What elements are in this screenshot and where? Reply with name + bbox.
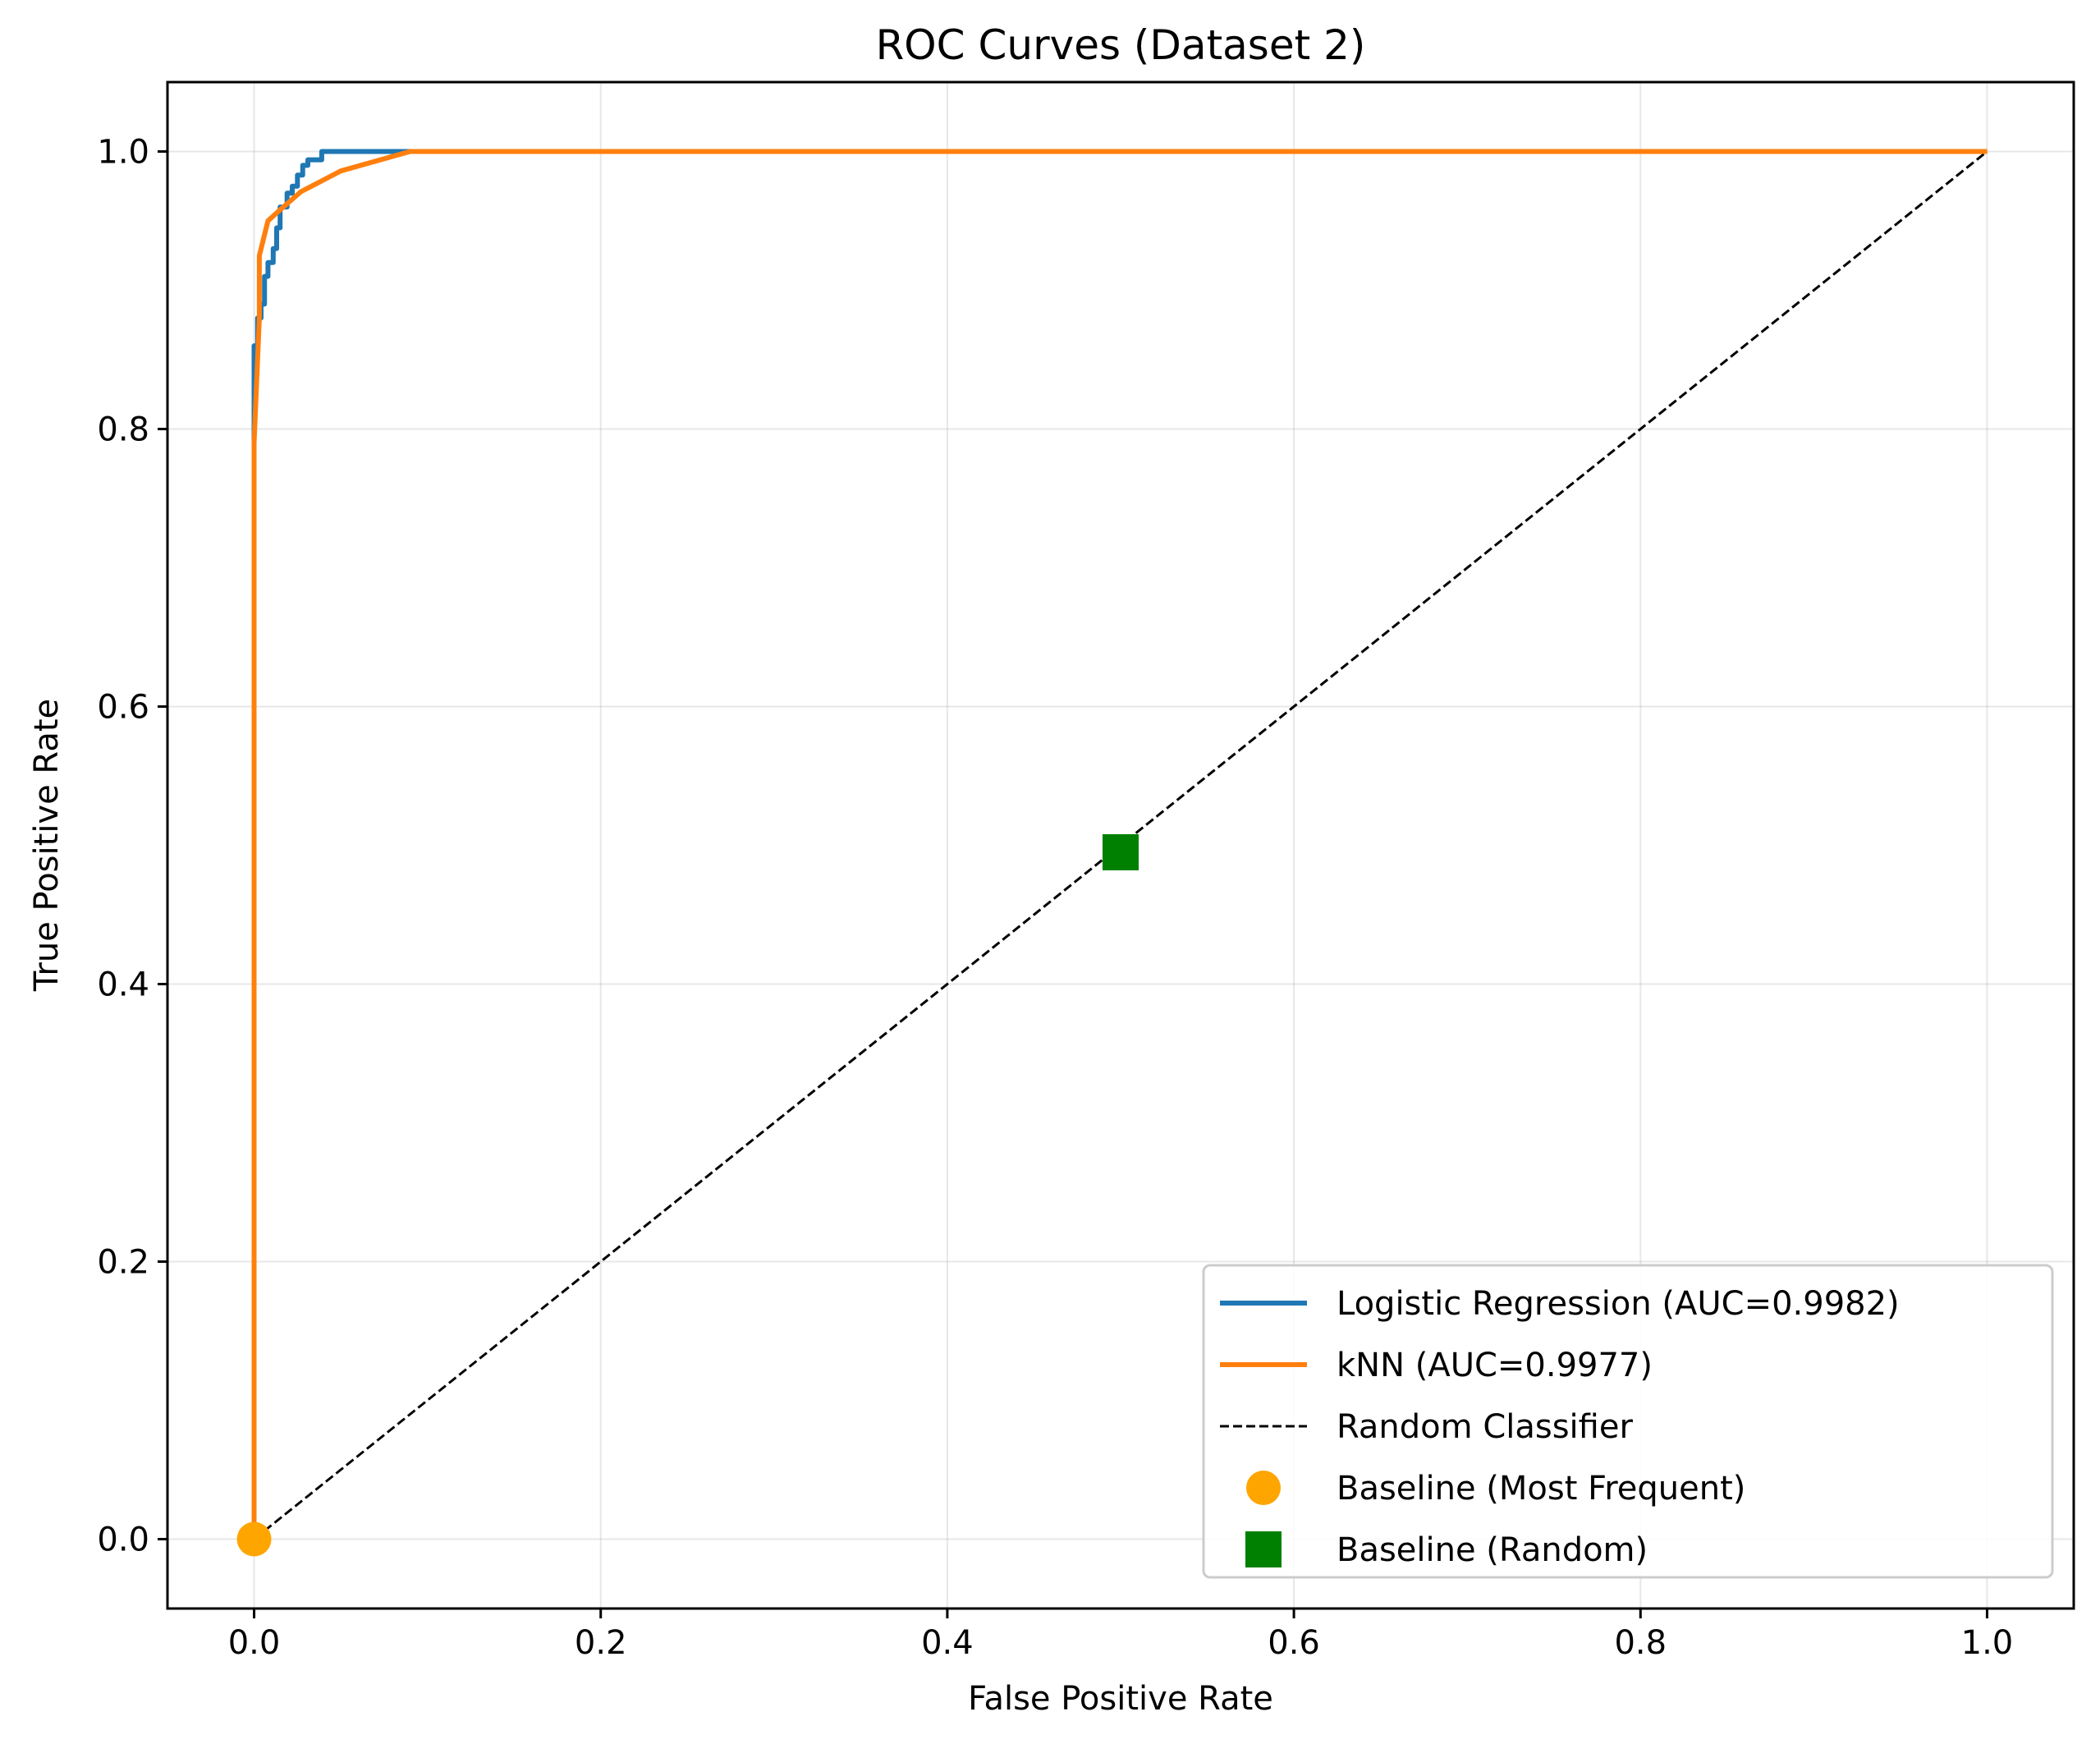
x-tick-label: 1.0	[1961, 1624, 2014, 1662]
y-tick-label: 0.2	[97, 1244, 149, 1282]
series-line-1	[251, 149, 1988, 1540]
x-tick-label: 0.2	[575, 1624, 627, 1662]
legend-label-3: Baseline (Most Frequent)	[1337, 1470, 1745, 1508]
plot-series	[236, 149, 1988, 1557]
baseline-most-frequent-marker	[236, 1521, 272, 1557]
chart-title: ROC Curves (Dataset 2)	[876, 21, 1366, 69]
x-tick-label: 0.4	[921, 1624, 974, 1662]
x-tick-label: 0.6	[1268, 1624, 1320, 1662]
y-tick-label: 0.6	[97, 689, 149, 727]
y-tick-label: 1.0	[97, 134, 149, 172]
legend-swatch-4	[1245, 1531, 1282, 1567]
legend-label-4: Baseline (Random)	[1337, 1531, 1648, 1569]
legend-box	[1202, 1264, 2054, 1579]
legend-label-2: Random Classifier	[1337, 1408, 1633, 1446]
y-tick-label: 0.0	[97, 1521, 149, 1559]
x-tick-label: 0.8	[1614, 1624, 1667, 1662]
legend-label-1: kNN (AUC=0.9977)	[1337, 1347, 1653, 1384]
y-tick-label: 0.4	[97, 966, 149, 1004]
axis-ticks: 0.0 0.2 0.4 0.6 0.8 1.0 0.0 0.2 0.4 0.6 0.8 1.0	[97, 134, 2013, 1663]
x-axis-label: False Positive Rate	[968, 1680, 1273, 1718]
plot-frame	[166, 80, 2075, 1610]
legend-swatch-3	[1246, 1471, 1281, 1505]
legend-entries: Logistic Regression (AUC=0.9982) kNN (AUC…	[1220, 1285, 1900, 1569]
x-tick-label: 0.0	[228, 1624, 281, 1662]
grid	[167, 82, 2074, 1609]
baseline-random-marker	[1103, 833, 1139, 870]
legend: Logistic Regression (AUC=0.9982) kNN (AUC…	[1202, 1264, 2054, 1579]
y-axis-label: True Positive Rate	[28, 699, 66, 992]
legend-label-0: Logistic Regression (AUC=0.9982)	[1337, 1285, 1900, 1323]
y-tick-label: 0.8	[97, 411, 149, 449]
